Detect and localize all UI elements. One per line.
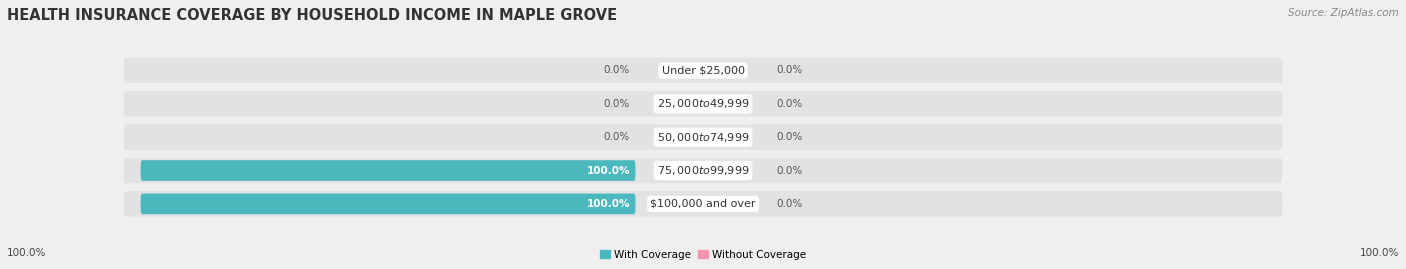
FancyBboxPatch shape xyxy=(124,191,1282,217)
Text: 0.0%: 0.0% xyxy=(603,132,630,142)
Text: HEALTH INSURANCE COVERAGE BY HOUSEHOLD INCOME IN MAPLE GROVE: HEALTH INSURANCE COVERAGE BY HOUSEHOLD I… xyxy=(7,8,617,23)
Text: Under $25,000: Under $25,000 xyxy=(661,65,745,76)
Text: 100.0%: 100.0% xyxy=(7,248,46,258)
Text: 0.0%: 0.0% xyxy=(776,165,803,176)
FancyBboxPatch shape xyxy=(141,160,636,181)
FancyBboxPatch shape xyxy=(124,158,1282,183)
FancyBboxPatch shape xyxy=(124,125,1282,150)
Text: 0.0%: 0.0% xyxy=(776,199,803,209)
FancyBboxPatch shape xyxy=(141,194,636,214)
FancyBboxPatch shape xyxy=(124,58,1282,83)
Text: 0.0%: 0.0% xyxy=(603,65,630,76)
Text: $50,000 to $74,999: $50,000 to $74,999 xyxy=(657,131,749,144)
Text: 100.0%: 100.0% xyxy=(586,165,630,176)
FancyBboxPatch shape xyxy=(124,91,1282,116)
Text: 0.0%: 0.0% xyxy=(603,99,630,109)
Text: 0.0%: 0.0% xyxy=(776,65,803,76)
Text: $25,000 to $49,999: $25,000 to $49,999 xyxy=(657,97,749,110)
Text: 0.0%: 0.0% xyxy=(776,99,803,109)
Text: $100,000 and over: $100,000 and over xyxy=(650,199,756,209)
Text: Source: ZipAtlas.com: Source: ZipAtlas.com xyxy=(1288,8,1399,18)
Text: 100.0%: 100.0% xyxy=(586,199,630,209)
Text: 0.0%: 0.0% xyxy=(776,132,803,142)
Legend: With Coverage, Without Coverage: With Coverage, Without Coverage xyxy=(596,245,810,264)
Text: 100.0%: 100.0% xyxy=(1360,248,1399,258)
Text: $75,000 to $99,999: $75,000 to $99,999 xyxy=(657,164,749,177)
